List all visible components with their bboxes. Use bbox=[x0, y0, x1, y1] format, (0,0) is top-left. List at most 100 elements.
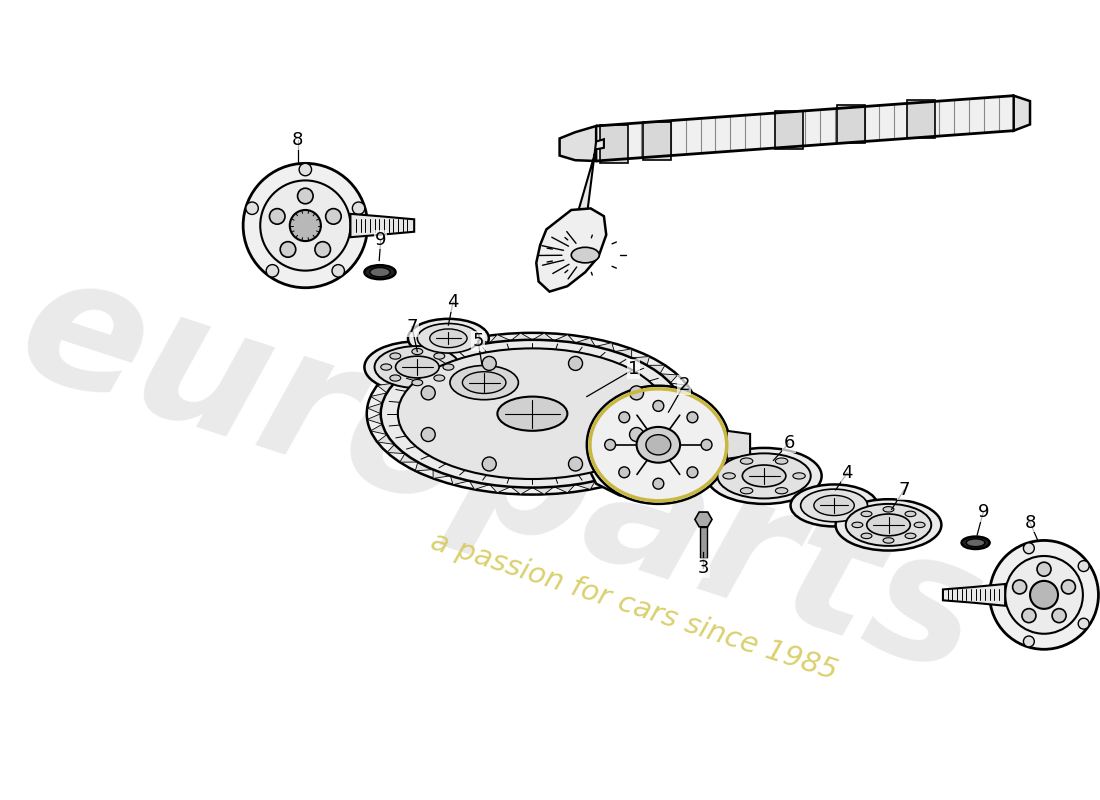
Ellipse shape bbox=[374, 346, 460, 388]
Polygon shape bbox=[510, 487, 532, 494]
Circle shape bbox=[569, 357, 583, 370]
Polygon shape bbox=[532, 333, 554, 341]
Polygon shape bbox=[727, 431, 750, 458]
Circle shape bbox=[688, 412, 697, 422]
Polygon shape bbox=[695, 512, 712, 527]
Polygon shape bbox=[631, 357, 649, 366]
Ellipse shape bbox=[417, 323, 480, 353]
Circle shape bbox=[605, 439, 616, 450]
Circle shape bbox=[421, 427, 436, 442]
Circle shape bbox=[569, 457, 583, 471]
Ellipse shape bbox=[706, 448, 822, 504]
Polygon shape bbox=[433, 470, 450, 478]
Polygon shape bbox=[377, 383, 395, 393]
Ellipse shape bbox=[914, 522, 925, 528]
Polygon shape bbox=[450, 342, 470, 351]
Ellipse shape bbox=[961, 537, 990, 549]
Circle shape bbox=[688, 467, 697, 478]
Text: 7: 7 bbox=[406, 318, 418, 336]
Ellipse shape bbox=[381, 340, 684, 487]
Polygon shape bbox=[670, 383, 688, 393]
Text: 9: 9 bbox=[978, 502, 989, 521]
Ellipse shape bbox=[740, 458, 752, 464]
Polygon shape bbox=[682, 414, 697, 424]
Ellipse shape bbox=[742, 465, 785, 486]
Polygon shape bbox=[678, 424, 694, 434]
Ellipse shape bbox=[370, 267, 390, 277]
Ellipse shape bbox=[381, 364, 392, 370]
Ellipse shape bbox=[852, 522, 862, 528]
Polygon shape bbox=[490, 334, 510, 343]
Ellipse shape bbox=[364, 342, 470, 393]
Polygon shape bbox=[416, 357, 433, 366]
Polygon shape bbox=[387, 374, 405, 383]
Polygon shape bbox=[367, 414, 383, 424]
Polygon shape bbox=[433, 349, 450, 358]
Text: 9: 9 bbox=[375, 230, 386, 249]
Text: europarts: europarts bbox=[0, 237, 1003, 712]
Circle shape bbox=[653, 478, 663, 489]
Ellipse shape bbox=[411, 379, 422, 386]
Circle shape bbox=[990, 541, 1099, 650]
Polygon shape bbox=[575, 338, 595, 346]
Polygon shape bbox=[600, 126, 628, 163]
Polygon shape bbox=[776, 111, 803, 150]
Circle shape bbox=[1052, 609, 1066, 622]
Polygon shape bbox=[387, 444, 405, 454]
Ellipse shape bbox=[411, 348, 422, 354]
Polygon shape bbox=[596, 96, 1014, 161]
Circle shape bbox=[1005, 556, 1082, 634]
Polygon shape bbox=[837, 105, 866, 143]
Polygon shape bbox=[470, 481, 490, 490]
Circle shape bbox=[352, 202, 365, 214]
Polygon shape bbox=[615, 349, 631, 358]
Circle shape bbox=[482, 457, 496, 471]
Text: 4: 4 bbox=[842, 464, 852, 482]
Text: 5: 5 bbox=[472, 332, 484, 350]
Text: 1: 1 bbox=[628, 360, 639, 378]
Circle shape bbox=[629, 427, 644, 442]
Polygon shape bbox=[367, 403, 383, 414]
Polygon shape bbox=[595, 342, 615, 351]
Text: 6: 6 bbox=[783, 434, 794, 452]
Polygon shape bbox=[416, 462, 433, 471]
Ellipse shape bbox=[366, 333, 698, 494]
Circle shape bbox=[1062, 580, 1076, 594]
Ellipse shape bbox=[776, 488, 788, 494]
Ellipse shape bbox=[905, 533, 916, 538]
Polygon shape bbox=[560, 126, 596, 161]
Ellipse shape bbox=[430, 329, 468, 348]
Polygon shape bbox=[377, 434, 395, 444]
Circle shape bbox=[619, 412, 629, 422]
Polygon shape bbox=[642, 122, 671, 160]
Circle shape bbox=[421, 386, 436, 400]
Ellipse shape bbox=[443, 364, 454, 370]
Circle shape bbox=[1030, 581, 1058, 609]
Circle shape bbox=[280, 242, 296, 258]
Polygon shape bbox=[670, 434, 688, 444]
Polygon shape bbox=[399, 366, 418, 374]
Circle shape bbox=[299, 163, 311, 176]
Text: 3: 3 bbox=[697, 558, 710, 577]
Ellipse shape bbox=[776, 458, 788, 464]
Ellipse shape bbox=[389, 375, 400, 381]
Polygon shape bbox=[371, 393, 387, 403]
Circle shape bbox=[246, 202, 258, 214]
Circle shape bbox=[629, 386, 644, 400]
Ellipse shape bbox=[814, 495, 855, 515]
Polygon shape bbox=[660, 374, 678, 383]
Ellipse shape bbox=[846, 504, 932, 546]
Ellipse shape bbox=[740, 488, 752, 494]
Polygon shape bbox=[532, 487, 554, 494]
Circle shape bbox=[1037, 562, 1050, 576]
Polygon shape bbox=[615, 470, 631, 478]
Ellipse shape bbox=[462, 372, 506, 394]
Ellipse shape bbox=[586, 386, 730, 504]
Circle shape bbox=[332, 265, 344, 277]
Polygon shape bbox=[351, 214, 415, 237]
Ellipse shape bbox=[571, 247, 600, 263]
Polygon shape bbox=[908, 99, 935, 138]
Ellipse shape bbox=[646, 434, 671, 455]
Circle shape bbox=[270, 209, 285, 224]
Ellipse shape bbox=[723, 473, 735, 479]
